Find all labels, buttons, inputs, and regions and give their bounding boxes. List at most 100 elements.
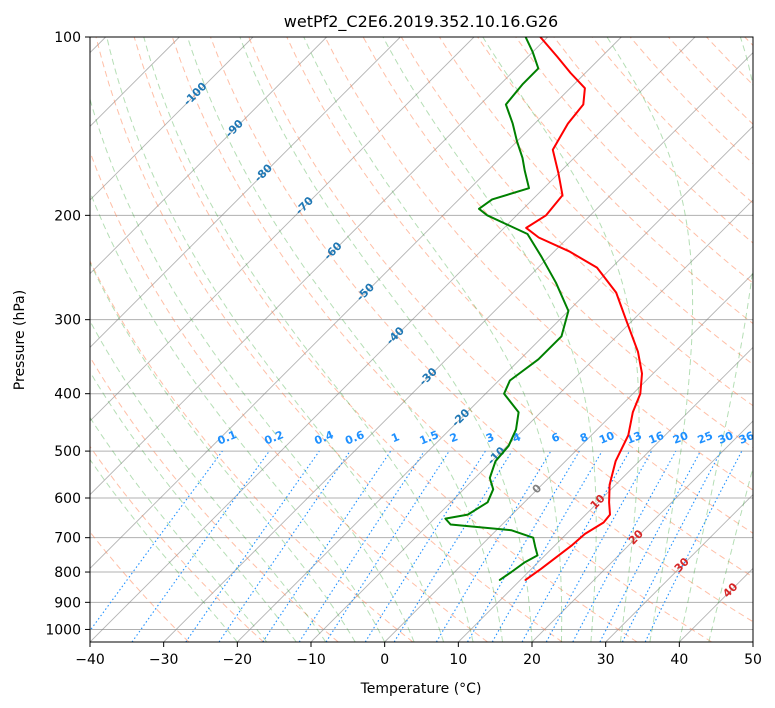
isotherm-label: -90 xyxy=(223,117,246,140)
isotherm-line xyxy=(679,567,753,642)
isotherm-line xyxy=(458,346,753,642)
mixing-ratio-label: 16 xyxy=(647,429,666,447)
isotherm-label: -100 xyxy=(181,79,210,108)
x-tick-label: −30 xyxy=(149,652,179,668)
dry-adiabat-line xyxy=(248,37,753,578)
mixing-ratio-label: 0.6 xyxy=(343,428,366,447)
dry-adiabat-line xyxy=(706,37,753,86)
dry-adiabat-line xyxy=(90,259,414,642)
x-tick-label: 50 xyxy=(744,652,762,668)
moist-adiabat-line xyxy=(239,37,533,642)
isotherm-line xyxy=(531,420,753,642)
series-layer xyxy=(444,37,643,581)
dry-adiabat-line xyxy=(324,37,753,491)
dry-adiabat-line xyxy=(90,150,488,642)
isotherm-label: -70 xyxy=(293,194,316,217)
mixing-ratio-label: 0.2 xyxy=(262,428,285,447)
mixing-ratio-line xyxy=(521,450,630,642)
isotherm-line xyxy=(90,37,475,422)
moist-adiabat-line xyxy=(90,261,356,642)
dry-adiabat-line xyxy=(515,37,753,284)
moist-adiabat-line xyxy=(187,37,503,642)
moist-adiabat-line xyxy=(90,320,327,642)
temperature-profile xyxy=(524,37,643,581)
mixing-ratio-line xyxy=(90,450,223,632)
mixing-ratio-line xyxy=(435,450,552,642)
mixing-ratio-label: 36 xyxy=(737,429,756,447)
x-tick-label: 40 xyxy=(670,652,688,668)
mixing-ratio-line xyxy=(467,450,580,642)
moist-adiabat-line xyxy=(606,37,694,642)
mixing-ratio-label: 1.5 xyxy=(418,428,441,447)
mixing-ratio-line xyxy=(599,450,701,642)
isotherm-label: 0 xyxy=(530,481,545,496)
isotherm-line xyxy=(90,37,548,496)
isotherm-label: -10 xyxy=(485,444,508,467)
x-tick-label: −10 xyxy=(296,652,326,668)
isotherm-line xyxy=(384,273,753,642)
moist-adiabat-label: 20 xyxy=(626,527,646,547)
dry-adiabat-line xyxy=(210,37,753,623)
moist-adiabat-line xyxy=(90,97,415,642)
isotherm-line xyxy=(90,37,622,569)
isotherm-line xyxy=(163,52,753,642)
mixing-ratio-label: 30 xyxy=(716,429,735,447)
x-tick-label: 20 xyxy=(523,652,541,668)
mixing-ratio-line xyxy=(491,450,603,642)
dry-adiabat-line xyxy=(591,37,753,204)
mixing-ratio-line xyxy=(325,450,450,642)
y-tick-label: 800 xyxy=(54,565,81,581)
mixing-ratio-line xyxy=(262,450,392,642)
y-tick-label: 900 xyxy=(54,595,81,611)
y-tick-label: 300 xyxy=(54,313,81,329)
y-tick-label: 1000 xyxy=(45,622,81,638)
y-tick-label: 600 xyxy=(54,491,81,507)
dry-adiabat-line xyxy=(744,37,753,47)
dry-adiabat-line xyxy=(171,37,712,642)
dry-adiabat-line xyxy=(668,37,753,125)
mixing-ratio-label: 1 xyxy=(389,430,401,445)
mixing-ratio-line xyxy=(545,450,653,642)
x-axis: −40 −30 −20 −10 0 10 20 30 40 50 xyxy=(75,642,762,668)
moist-adiabat-line xyxy=(482,37,640,642)
mixing-ratio-label: 10 xyxy=(597,429,616,447)
dry-adiabat-line xyxy=(90,531,190,642)
mixing-ratio-line xyxy=(185,450,320,642)
isotherm-label: -40 xyxy=(384,324,407,347)
mixing-ratio-label: 25 xyxy=(696,429,715,447)
mixing-ratio-line xyxy=(393,450,513,642)
dewpoint-profile xyxy=(444,37,570,581)
mixing-ratio-label: 20 xyxy=(671,429,690,447)
dry-adiabat-line xyxy=(553,37,753,244)
isotherm-label: -80 xyxy=(252,161,275,184)
isotherm-label: -30 xyxy=(417,365,440,388)
isotherm-line xyxy=(90,37,401,348)
y-axis-title: Pressure (hPa) xyxy=(12,290,28,390)
dry-adiabat-line xyxy=(95,37,563,642)
y-tick-label: 100 xyxy=(54,30,81,46)
y-axis: 100 200 300 400 500 600 700 800 900 1000 xyxy=(45,30,90,638)
x-axis-title: Temperature (°C) xyxy=(360,681,482,697)
x-tick-label: 0 xyxy=(380,652,389,668)
y-tick-label: 500 xyxy=(54,444,81,460)
moist-adiabat-line xyxy=(90,370,297,642)
mixing-ratio-line xyxy=(572,450,677,642)
x-tick-label: −20 xyxy=(223,652,253,668)
background-lines xyxy=(90,37,753,642)
moist-adiabat-line xyxy=(106,37,445,642)
moist-adiabat-line xyxy=(678,37,753,642)
y-tick-label: 700 xyxy=(54,531,81,547)
mixing-ratio-line xyxy=(644,450,743,642)
mixing-ratio-line xyxy=(218,450,351,642)
isotherm-line xyxy=(90,37,327,275)
isotherm-line xyxy=(752,641,753,642)
isotherm-line xyxy=(605,494,753,642)
isotherm-label: -60 xyxy=(321,239,344,262)
dry-adiabat-line xyxy=(90,445,264,642)
y-tick-label: 400 xyxy=(54,387,81,403)
moist-adiabat-line xyxy=(143,37,474,642)
mixing-ratio-label: 3 xyxy=(484,430,496,445)
isotherm-line xyxy=(90,37,254,201)
mixing-ratio-line xyxy=(364,450,486,642)
isotherm-line xyxy=(310,199,753,642)
